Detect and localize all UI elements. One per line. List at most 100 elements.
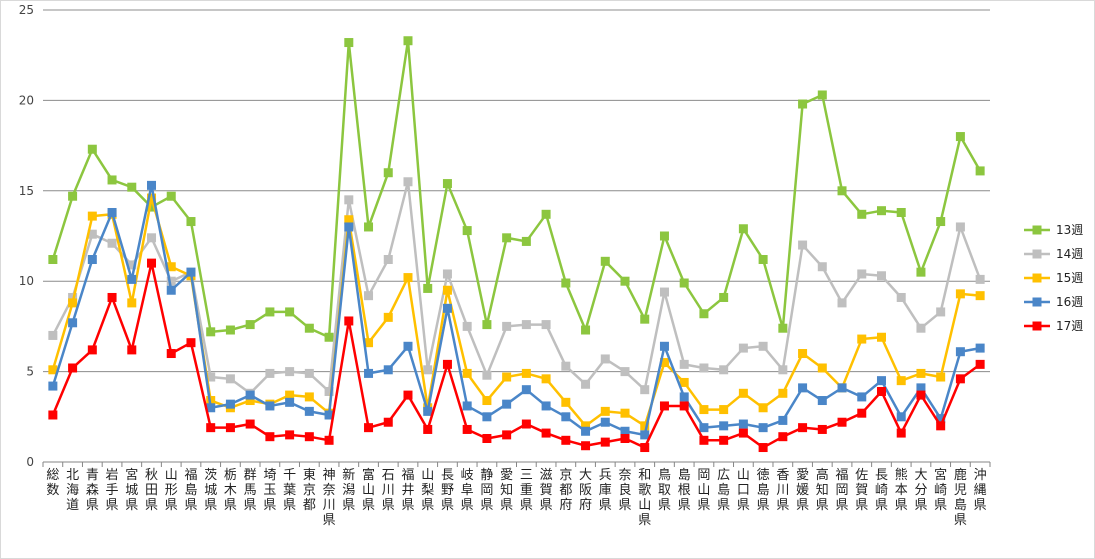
data-point	[541, 374, 551, 384]
data-point	[817, 262, 827, 272]
data-point	[975, 166, 985, 176]
y-axis: 0 5 10 15 20 25	[19, 3, 34, 469]
series-line	[51, 180, 982, 395]
data-point	[521, 320, 531, 330]
data-point	[186, 267, 196, 277]
x-tick-label: 鳥取県	[658, 468, 671, 513]
data-point	[541, 428, 551, 438]
data-point	[383, 365, 393, 375]
x-tick-label: 鹿児島県	[954, 467, 967, 528]
data-point	[778, 365, 788, 375]
data-point	[798, 423, 808, 433]
data-point	[955, 289, 965, 299]
x-tick-label: 岐阜県	[461, 468, 474, 513]
legend-label: 14週	[1056, 247, 1083, 261]
data-point	[383, 417, 393, 427]
data-point	[403, 36, 413, 46]
data-point	[738, 343, 748, 353]
data-point	[166, 191, 176, 201]
data-point	[640, 314, 650, 324]
x-tick-label: 総数	[46, 468, 59, 498]
data-point	[837, 186, 847, 196]
data-point	[561, 397, 571, 407]
x-tick-label: 茨城県	[204, 468, 217, 513]
data-point	[442, 359, 452, 369]
legend-label: 17週	[1056, 319, 1083, 333]
data-point	[620, 426, 630, 436]
data-point	[798, 99, 808, 109]
data-point	[758, 403, 768, 413]
data-point	[679, 377, 689, 387]
data-point	[68, 298, 78, 308]
legend-swatch-marker	[1032, 249, 1042, 259]
data-point	[87, 211, 97, 221]
y-tick-label: 0	[26, 455, 34, 469]
x-tick-label: 北海道	[66, 468, 79, 513]
x-tick-label: 佐賀県	[855, 468, 868, 513]
data-point	[798, 383, 808, 393]
data-point	[896, 292, 906, 302]
data-point	[620, 367, 630, 377]
data-point	[285, 430, 295, 440]
data-point	[876, 376, 886, 386]
data-point	[620, 433, 630, 443]
x-axis: 総数北海道青森県岩手県宮城県秋田県山形県福島県茨城県栃木県群馬県埼玉県千葉県東京…	[42, 462, 991, 528]
y-tick-label: 15	[19, 184, 34, 198]
data-point	[817, 363, 827, 373]
data-point	[561, 361, 571, 371]
data-point	[245, 396, 255, 406]
x-tick-label: 福井県	[401, 468, 414, 513]
data-point	[383, 255, 393, 265]
data-point	[344, 38, 354, 48]
data-point	[719, 421, 729, 431]
x-tick-label: 香川県	[776, 468, 789, 513]
data-point	[679, 401, 689, 411]
data-point	[304, 432, 314, 442]
data-point	[186, 338, 196, 348]
data-point	[955, 132, 965, 142]
data-point	[482, 320, 492, 330]
data-point	[719, 365, 729, 375]
data-point	[225, 374, 235, 384]
x-tick-label: 熊本県	[895, 467, 908, 513]
data-point	[186, 217, 196, 227]
legend-item: 15週	[1024, 271, 1083, 285]
data-point	[265, 307, 275, 317]
data-point	[857, 334, 867, 344]
x-tick-label: 岡山県	[697, 468, 710, 513]
data-point	[758, 341, 768, 351]
data-point	[936, 217, 946, 227]
data-point	[344, 195, 354, 205]
data-point	[876, 386, 886, 396]
data-point	[817, 424, 827, 434]
data-point	[285, 390, 295, 400]
data-point	[68, 191, 78, 201]
x-tick-label: 大阪府	[579, 468, 592, 513]
data-point	[344, 316, 354, 326]
data-point	[462, 401, 472, 411]
data-point	[738, 428, 748, 438]
data-point	[68, 318, 78, 328]
x-tick-label: 長野県	[441, 468, 454, 513]
data-point	[541, 209, 551, 219]
data-point	[659, 401, 669, 411]
data-point	[304, 406, 314, 416]
data-point	[127, 298, 137, 308]
data-point	[364, 291, 374, 301]
x-tick-label: 滋賀県	[540, 468, 553, 513]
data-point	[679, 359, 689, 369]
data-point	[127, 260, 137, 270]
data-point	[364, 368, 374, 378]
data-point	[442, 303, 452, 313]
data-point	[778, 415, 788, 425]
data-point	[521, 368, 531, 378]
data-point	[659, 231, 669, 241]
data-point	[304, 323, 314, 333]
data-point	[265, 432, 275, 442]
legend-label: 16週	[1056, 295, 1083, 309]
data-point	[975, 359, 985, 369]
data-point	[245, 419, 255, 429]
data-point	[817, 90, 827, 100]
data-point	[679, 278, 689, 288]
data-point	[758, 443, 768, 453]
